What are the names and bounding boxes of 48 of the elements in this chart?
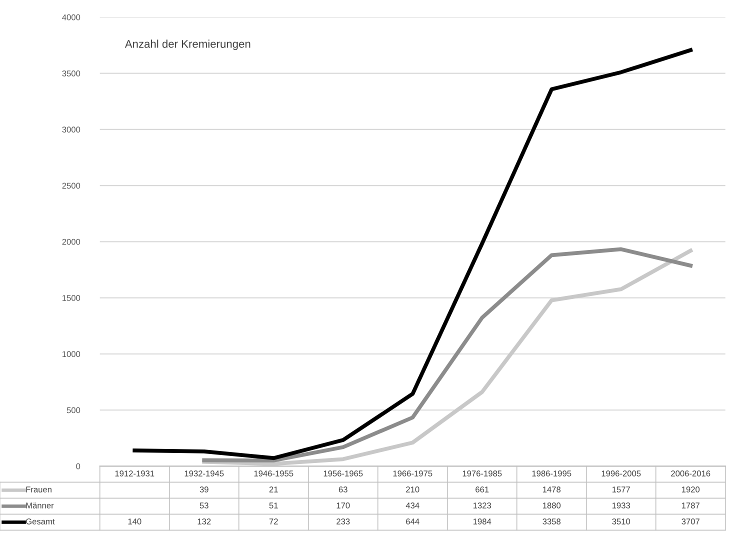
data-label: 21 — [269, 486, 278, 492]
x-tick-label: 1912-1931 — [115, 470, 154, 476]
data-label: 210 — [406, 486, 420, 492]
x-tick-label: 1946-1955 — [254, 470, 294, 476]
data-label: 3707 — [682, 518, 700, 524]
data-label: 132 — [198, 518, 211, 524]
x-tick-label: 1996-2005 — [602, 470, 641, 476]
x-tick-label: 1986-1995 — [532, 470, 572, 476]
y-tick-label: 0 — [76, 463, 80, 470]
legend-label: Männer — [26, 502, 54, 508]
data-label: 1323 — [473, 502, 492, 508]
x-tick-label: 1966-1975 — [393, 470, 432, 476]
y-tick-label: 3000 — [62, 126, 80, 133]
y-tick-label: 1000 — [62, 351, 80, 358]
data-label: 1880 — [542, 502, 561, 508]
data-label: 1984 — [473, 518, 492, 524]
y-tick-label: 500 — [66, 407, 80, 414]
data-label: 1920 — [682, 486, 700, 492]
y-tick-label: 1500 — [62, 295, 80, 301]
data-label: 140 — [128, 518, 142, 524]
x-tick-label: 1932-1945 — [184, 470, 224, 476]
data-label: 3358 — [542, 518, 561, 524]
data-label: 63 — [338, 486, 348, 492]
data-label: 1577 — [612, 486, 630, 492]
y-tick-label: 4000 — [62, 14, 80, 20]
legend-label: Gesamt — [26, 518, 55, 524]
data-label: 661 — [476, 486, 489, 492]
data-label: 233 — [336, 518, 350, 524]
y-tick-label: 2500 — [62, 182, 80, 189]
legend-label: Frauen — [26, 486, 52, 492]
data-label: 39 — [200, 486, 208, 492]
x-tick-label: 1956-1965 — [324, 470, 363, 476]
data-label: 3510 — [612, 518, 630, 524]
data-label: 72 — [269, 518, 278, 524]
line-series — [132, 48, 693, 460]
data-label: 53 — [200, 502, 208, 508]
text: Anzahl der Kremierungen — [124, 40, 250, 50]
data-label: 51 — [269, 502, 278, 508]
data-label: 644 — [406, 518, 420, 524]
data-label: 1478 — [542, 486, 561, 492]
data-label: 434 — [406, 502, 420, 508]
x-tick-label: 2006-2016 — [671, 470, 710, 476]
y-tick-label: 3500 — [62, 70, 80, 76]
y-tick-label: 2000 — [62, 238, 80, 245]
data-label: 1933 — [612, 502, 630, 508]
data-label: 1787 — [682, 502, 700, 508]
x-tick-label: 1976-1985 — [462, 470, 502, 476]
data-label: 170 — [336, 502, 350, 508]
